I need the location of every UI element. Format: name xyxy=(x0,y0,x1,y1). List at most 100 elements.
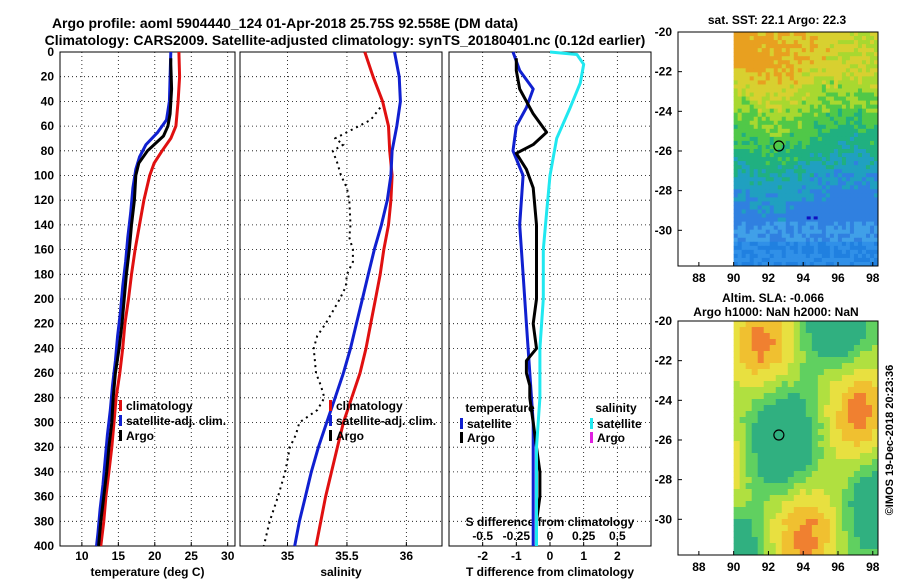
map-cell xyxy=(739,345,747,352)
map-cell xyxy=(801,60,807,65)
map-cell xyxy=(805,52,811,57)
map-cell xyxy=(861,169,867,174)
map-cell xyxy=(737,197,743,202)
map-cell xyxy=(753,257,759,263)
map-cell xyxy=(857,173,863,178)
map-cell xyxy=(849,140,855,146)
legend-label: satellite xyxy=(597,417,642,431)
map-cell xyxy=(857,112,863,118)
map-cell xyxy=(853,501,861,508)
map-cell xyxy=(825,217,831,223)
map-cell xyxy=(781,100,787,106)
map-cell xyxy=(837,221,843,227)
map-cell xyxy=(749,181,755,186)
map-cell xyxy=(793,132,799,138)
map-cell xyxy=(847,501,855,508)
map-cell xyxy=(801,257,807,263)
map-cell xyxy=(857,100,863,106)
map-cell xyxy=(733,363,741,370)
map-cell xyxy=(751,399,759,406)
map-cell xyxy=(739,429,747,436)
map-cell xyxy=(745,201,751,206)
map-cell xyxy=(781,237,787,243)
map-cell xyxy=(833,245,839,251)
map-cell xyxy=(797,205,803,211)
map-cell xyxy=(859,519,867,526)
map-cell xyxy=(817,543,825,550)
map-cell xyxy=(733,197,739,202)
map-cell xyxy=(821,221,827,227)
map-cell xyxy=(829,108,835,114)
map-cell xyxy=(861,36,867,41)
map-cell xyxy=(873,116,878,122)
map-cell xyxy=(775,381,783,388)
map-cell xyxy=(857,221,863,227)
map-cell xyxy=(777,225,783,231)
map-cell xyxy=(741,249,747,255)
map-cell xyxy=(865,525,873,532)
map-cell xyxy=(853,144,859,150)
map-cell xyxy=(745,189,751,194)
map-cell xyxy=(801,112,807,118)
map-cell xyxy=(859,357,867,364)
map-cell xyxy=(775,387,783,394)
map-cell xyxy=(805,72,811,77)
y-tick-label: -30 xyxy=(655,223,673,237)
map-cell xyxy=(785,88,791,94)
map-cell xyxy=(825,76,831,81)
map-cell xyxy=(781,435,789,442)
map-cell xyxy=(801,144,807,150)
map-cell xyxy=(849,60,855,65)
map-cell xyxy=(869,132,875,138)
map-cell xyxy=(751,423,759,430)
map-cell xyxy=(741,261,747,266)
map-cell xyxy=(789,140,795,146)
map-cell xyxy=(761,100,767,106)
map-cell xyxy=(745,423,753,430)
map-cell xyxy=(853,72,859,77)
map-cell xyxy=(785,181,791,186)
map-cell xyxy=(793,189,799,194)
map-cell xyxy=(785,257,791,263)
map-cell xyxy=(781,153,787,158)
map-cell xyxy=(801,32,807,37)
map-cell xyxy=(805,525,813,532)
map-cell xyxy=(849,193,855,198)
legend-label: Argo xyxy=(597,431,625,445)
y-tick-label: 0 xyxy=(47,45,54,59)
map-cell xyxy=(753,201,759,206)
map-cell xyxy=(765,136,771,142)
map-cell xyxy=(853,399,861,406)
map-cell xyxy=(845,72,851,77)
legend-swatch xyxy=(329,430,332,441)
map-cell xyxy=(745,245,751,251)
map-cell xyxy=(823,537,831,544)
map-cell xyxy=(781,261,787,266)
map-cell xyxy=(811,501,819,508)
map-cell xyxy=(829,68,835,73)
map-cell xyxy=(853,221,859,227)
x-tick-label: 0 xyxy=(547,549,554,563)
map-cell xyxy=(757,229,763,235)
map-cell xyxy=(829,321,837,328)
map-cell xyxy=(837,193,843,198)
map-cell xyxy=(775,501,783,508)
map-cell xyxy=(745,149,751,154)
map-cell xyxy=(781,177,787,182)
map-cell xyxy=(761,153,767,158)
map-cell xyxy=(757,193,763,198)
map-cell xyxy=(873,44,878,49)
map-cell xyxy=(777,153,783,158)
map-cell xyxy=(817,161,823,166)
map-cell xyxy=(857,233,863,239)
map-cell xyxy=(829,52,835,57)
map-cell xyxy=(873,169,878,174)
map-cell xyxy=(837,165,843,170)
map-cell xyxy=(865,120,871,126)
map-cell xyxy=(833,88,839,94)
legend-title: temperature xyxy=(465,401,535,415)
map-cell xyxy=(741,68,747,73)
map-cell xyxy=(847,351,855,358)
map-cell xyxy=(865,60,871,65)
map-cell xyxy=(813,76,819,81)
